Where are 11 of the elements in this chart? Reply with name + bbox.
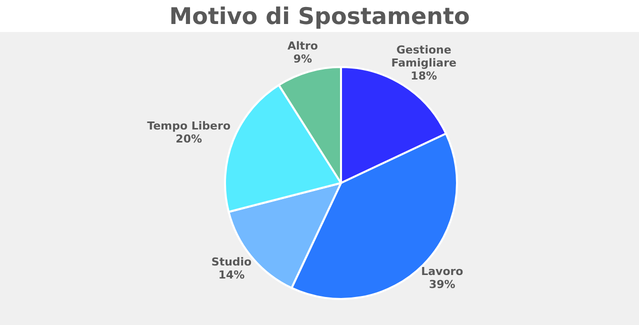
slice-label: Gestione Famigliare bbox=[391, 43, 456, 70]
data-label: 14% bbox=[218, 268, 245, 282]
data-label: 18% bbox=[410, 69, 438, 82]
chart-title: Motivo di Spostamento bbox=[0, 0, 639, 32]
slice-label: Tempo Libero bbox=[147, 120, 231, 133]
data-label: 9% bbox=[293, 52, 312, 66]
data-label: 20% bbox=[176, 132, 202, 146]
data-label: 39% bbox=[428, 278, 456, 291]
slice-label: Studio bbox=[211, 255, 252, 268]
slice-label: Lavoro bbox=[421, 264, 464, 278]
slice-label: Altro bbox=[287, 40, 318, 53]
